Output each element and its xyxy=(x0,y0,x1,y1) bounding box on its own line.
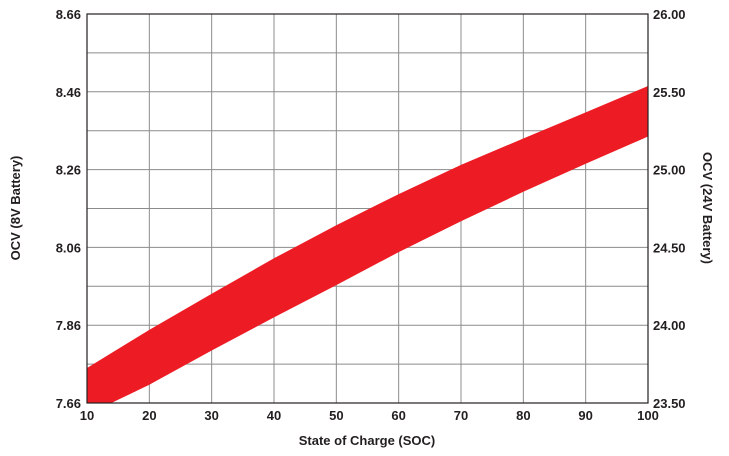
x-tick-label: 10 xyxy=(80,408,94,423)
x-tick-label: 70 xyxy=(454,408,468,423)
y-tick-label: 7.66 xyxy=(56,396,81,411)
y-tick-label: 8.26 xyxy=(56,163,81,178)
y-tick-label: 7.86 xyxy=(56,318,81,333)
x-tick-label: 100 xyxy=(637,408,659,423)
y2-axis-ticks: 23.50 24.00 24.50 25.00 25.50 26.00 xyxy=(653,7,686,411)
x-tick-label: 20 xyxy=(142,408,156,423)
y2-tick-label: 26.00 xyxy=(653,7,686,22)
x-tick-label: 60 xyxy=(391,408,405,423)
y2-tick-label: 24.50 xyxy=(653,240,686,255)
y-tick-label: 8.46 xyxy=(56,85,81,100)
x-tick-label: 40 xyxy=(267,408,281,423)
y-axis-title: OCV (8V Battery) xyxy=(8,156,23,261)
x-axis-ticks: 10 20 30 40 50 60 70 80 90 100 xyxy=(80,408,659,423)
x-tick-label: 90 xyxy=(578,408,592,423)
y2-tick-label: 24.00 xyxy=(653,318,686,333)
x-tick-label: 80 xyxy=(516,408,530,423)
y2-axis-title: OCV (24V Battery) xyxy=(700,152,715,264)
y2-tick-label: 23.50 xyxy=(653,396,686,411)
ocv-band xyxy=(87,86,648,403)
y-tick-label: 8.66 xyxy=(56,7,81,22)
x-axis-title: State of Charge (SOC) xyxy=(299,433,436,448)
plot-frame xyxy=(86,13,649,404)
y-tick-label: 8.06 xyxy=(56,240,81,255)
y2-tick-label: 25.00 xyxy=(653,163,686,178)
y-axis-ticks: 7.66 7.86 8.06 8.26 8.46 8.66 xyxy=(56,7,81,411)
x-tick-label: 30 xyxy=(204,408,218,423)
x-tick-label: 50 xyxy=(329,408,343,423)
y2-tick-label: 25.50 xyxy=(653,85,686,100)
